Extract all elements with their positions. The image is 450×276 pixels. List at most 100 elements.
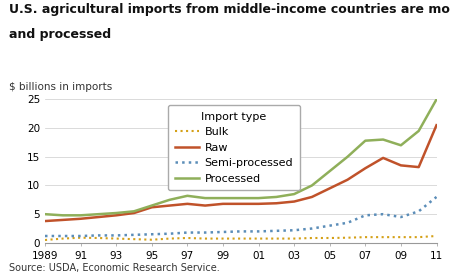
Processed bbox=[363, 139, 368, 142]
Line: Raw: Raw bbox=[45, 125, 436, 221]
Raw bbox=[292, 200, 297, 203]
Bulk bbox=[96, 236, 101, 240]
Semi-processed bbox=[416, 210, 421, 213]
Line: Bulk: Bulk bbox=[45, 236, 436, 240]
Text: and processed: and processed bbox=[9, 28, 111, 41]
Raw bbox=[167, 204, 172, 207]
Semi-processed bbox=[345, 221, 350, 224]
Semi-processed bbox=[434, 195, 439, 199]
Bulk bbox=[149, 238, 154, 242]
Text: Source: USDA, Economic Research Service.: Source: USDA, Economic Research Service. bbox=[9, 263, 220, 273]
Semi-processed bbox=[398, 215, 404, 219]
Semi-processed bbox=[60, 234, 66, 238]
Processed bbox=[184, 194, 190, 197]
Bulk bbox=[167, 237, 172, 240]
Raw bbox=[202, 204, 208, 207]
Bulk bbox=[345, 236, 350, 239]
Raw bbox=[327, 187, 333, 190]
Bulk bbox=[202, 237, 208, 240]
Processed bbox=[78, 214, 83, 217]
Processed bbox=[131, 210, 137, 213]
Raw bbox=[416, 165, 421, 169]
Processed bbox=[292, 192, 297, 196]
Raw bbox=[42, 219, 48, 223]
Processed bbox=[309, 184, 315, 187]
Raw bbox=[149, 206, 154, 209]
Processed bbox=[327, 169, 333, 173]
Bulk bbox=[327, 236, 333, 240]
Semi-processed bbox=[327, 224, 333, 227]
Text: $ billions in imports: $ billions in imports bbox=[9, 83, 112, 92]
Processed bbox=[167, 198, 172, 201]
Raw bbox=[113, 214, 119, 217]
Bulk bbox=[256, 237, 261, 240]
Bulk bbox=[238, 237, 243, 240]
Raw bbox=[309, 195, 315, 199]
Bulk bbox=[220, 237, 225, 240]
Raw bbox=[363, 167, 368, 170]
Bulk bbox=[398, 235, 404, 239]
Processed bbox=[60, 214, 66, 217]
Raw bbox=[60, 218, 66, 222]
Text: U.S. agricultural imports from middle-income countries are mostly raw: U.S. agricultural imports from middle-in… bbox=[9, 3, 450, 16]
Semi-processed bbox=[96, 234, 101, 237]
Bulk bbox=[380, 235, 386, 239]
Processed bbox=[96, 213, 101, 216]
Bulk bbox=[292, 237, 297, 240]
Bulk bbox=[184, 236, 190, 240]
Raw bbox=[398, 164, 404, 167]
Bulk bbox=[363, 235, 368, 239]
Semi-processed bbox=[184, 231, 190, 234]
Processed bbox=[380, 138, 386, 141]
Raw bbox=[184, 202, 190, 206]
Semi-processed bbox=[274, 229, 279, 232]
Semi-processed bbox=[78, 234, 83, 238]
Semi-processed bbox=[292, 229, 297, 232]
Semi-processed bbox=[202, 231, 208, 234]
Bulk bbox=[78, 236, 83, 239]
Processed bbox=[416, 129, 421, 132]
Raw bbox=[345, 178, 350, 181]
Processed bbox=[238, 197, 243, 200]
Bulk bbox=[416, 235, 421, 239]
Semi-processed bbox=[220, 230, 225, 233]
Semi-processed bbox=[167, 232, 172, 235]
Bulk bbox=[274, 237, 279, 240]
Semi-processed bbox=[363, 214, 368, 217]
Processed bbox=[42, 213, 48, 216]
Raw bbox=[96, 215, 101, 219]
Raw bbox=[274, 201, 279, 205]
Semi-processed bbox=[113, 234, 119, 237]
Raw bbox=[131, 211, 137, 215]
Processed bbox=[202, 197, 208, 200]
Line: Processed: Processed bbox=[45, 99, 436, 215]
Bulk bbox=[434, 234, 439, 238]
Processed bbox=[274, 195, 279, 199]
Raw bbox=[238, 202, 243, 206]
Bulk bbox=[131, 237, 137, 241]
Processed bbox=[434, 98, 439, 101]
Line: Semi-processed: Semi-processed bbox=[45, 197, 436, 236]
Processed bbox=[398, 144, 404, 147]
Raw bbox=[434, 124, 439, 127]
Bulk bbox=[309, 236, 315, 240]
Processed bbox=[220, 197, 225, 200]
Processed bbox=[256, 197, 261, 200]
Bulk bbox=[113, 237, 119, 240]
Raw bbox=[256, 202, 261, 206]
Processed bbox=[113, 211, 119, 215]
Raw bbox=[78, 217, 83, 221]
Legend: Bulk, Raw, Semi-processed, Processed: Bulk, Raw, Semi-processed, Processed bbox=[168, 105, 300, 190]
Semi-processed bbox=[42, 234, 48, 238]
Processed bbox=[149, 204, 154, 207]
Semi-processed bbox=[256, 230, 261, 233]
Raw bbox=[380, 156, 386, 160]
Processed bbox=[345, 155, 350, 158]
Semi-processed bbox=[238, 230, 243, 233]
Semi-processed bbox=[131, 233, 137, 237]
Bulk bbox=[42, 238, 48, 242]
Semi-processed bbox=[149, 233, 154, 236]
Semi-processed bbox=[309, 227, 315, 230]
Raw bbox=[220, 202, 225, 206]
Bulk bbox=[60, 237, 66, 240]
